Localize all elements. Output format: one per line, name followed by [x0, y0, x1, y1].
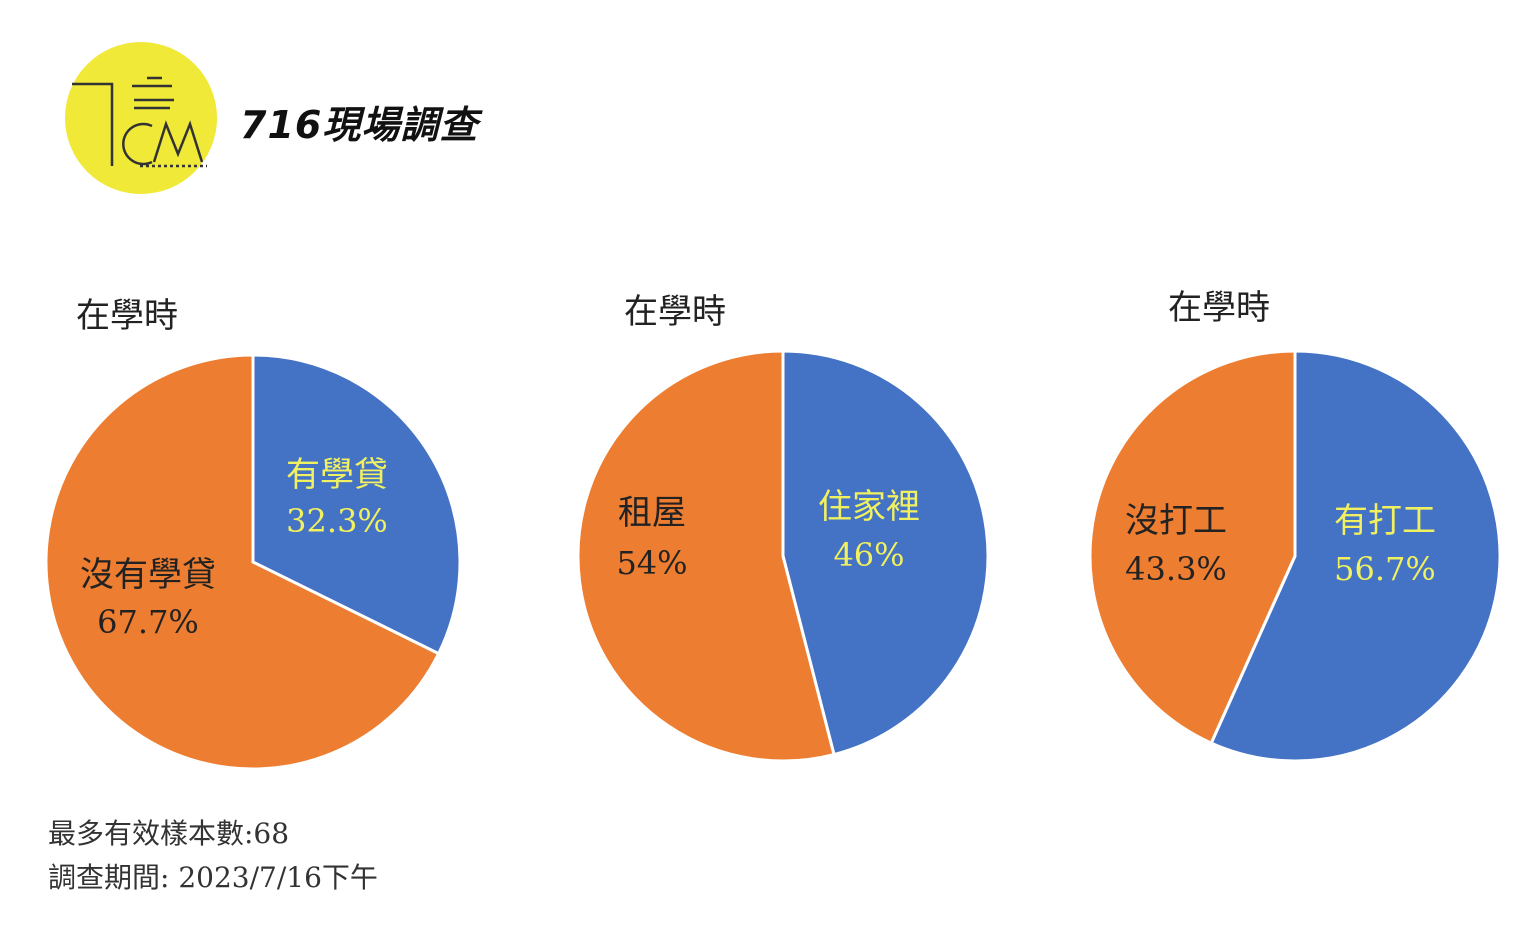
slice-label-part-time-job-0: 有打工 — [1334, 501, 1436, 541]
chart-title-housing: 在學時 — [624, 292, 726, 332]
pie-slice-housing-0 — [781, 349, 990, 757]
slice-value-part-time-job-0: 56.7% — [1334, 550, 1436, 588]
slice-value-student-loan-0: 32.3% — [286, 502, 388, 540]
chart-title-part-time-job: 在學時 — [1168, 288, 1270, 328]
pie-slice-part-time-job-1 — [1088, 349, 1297, 746]
slice-label-housing-1: 租屋 — [618, 493, 686, 533]
pie-slice-student-loan-1 — [44, 353, 441, 771]
slice-value-housing-1: 54% — [616, 544, 687, 582]
slice-label-housing-0: 住家裡 — [818, 487, 920, 527]
slice-label-student-loan-0: 有學貸 — [286, 455, 388, 495]
logo-circle — [65, 42, 217, 194]
pie-slice-student-loan-0 — [251, 353, 462, 656]
brand-logo — [65, 42, 217, 194]
slice-label-student-loan-1: 沒有學貸 — [80, 555, 216, 595]
survey-period-note: 調查期間: 2023/7/16下午 — [48, 861, 378, 894]
slice-label-part-time-job-1: 沒打工 — [1125, 501, 1227, 541]
slice-value-student-loan-1: 67.7% — [97, 603, 199, 641]
chart-title-student-loan: 在學時 — [76, 296, 178, 336]
footer-notes: 最多有效樣本數:68 調查期間: 2023/7/16下午 — [48, 812, 378, 900]
header: 716現場調查 — [62, 42, 542, 194]
pie-slice-housing-1 — [576, 349, 836, 763]
pie-slice-part-time-job-0 — [1209, 349, 1502, 763]
slice-value-housing-0: 46% — [833, 536, 904, 574]
slice-value-part-time-job-1: 43.3% — [1125, 550, 1227, 588]
brand-title: 716現場調查 — [240, 103, 479, 147]
sample-size-note: 最多有效樣本數:68 — [48, 817, 290, 850]
